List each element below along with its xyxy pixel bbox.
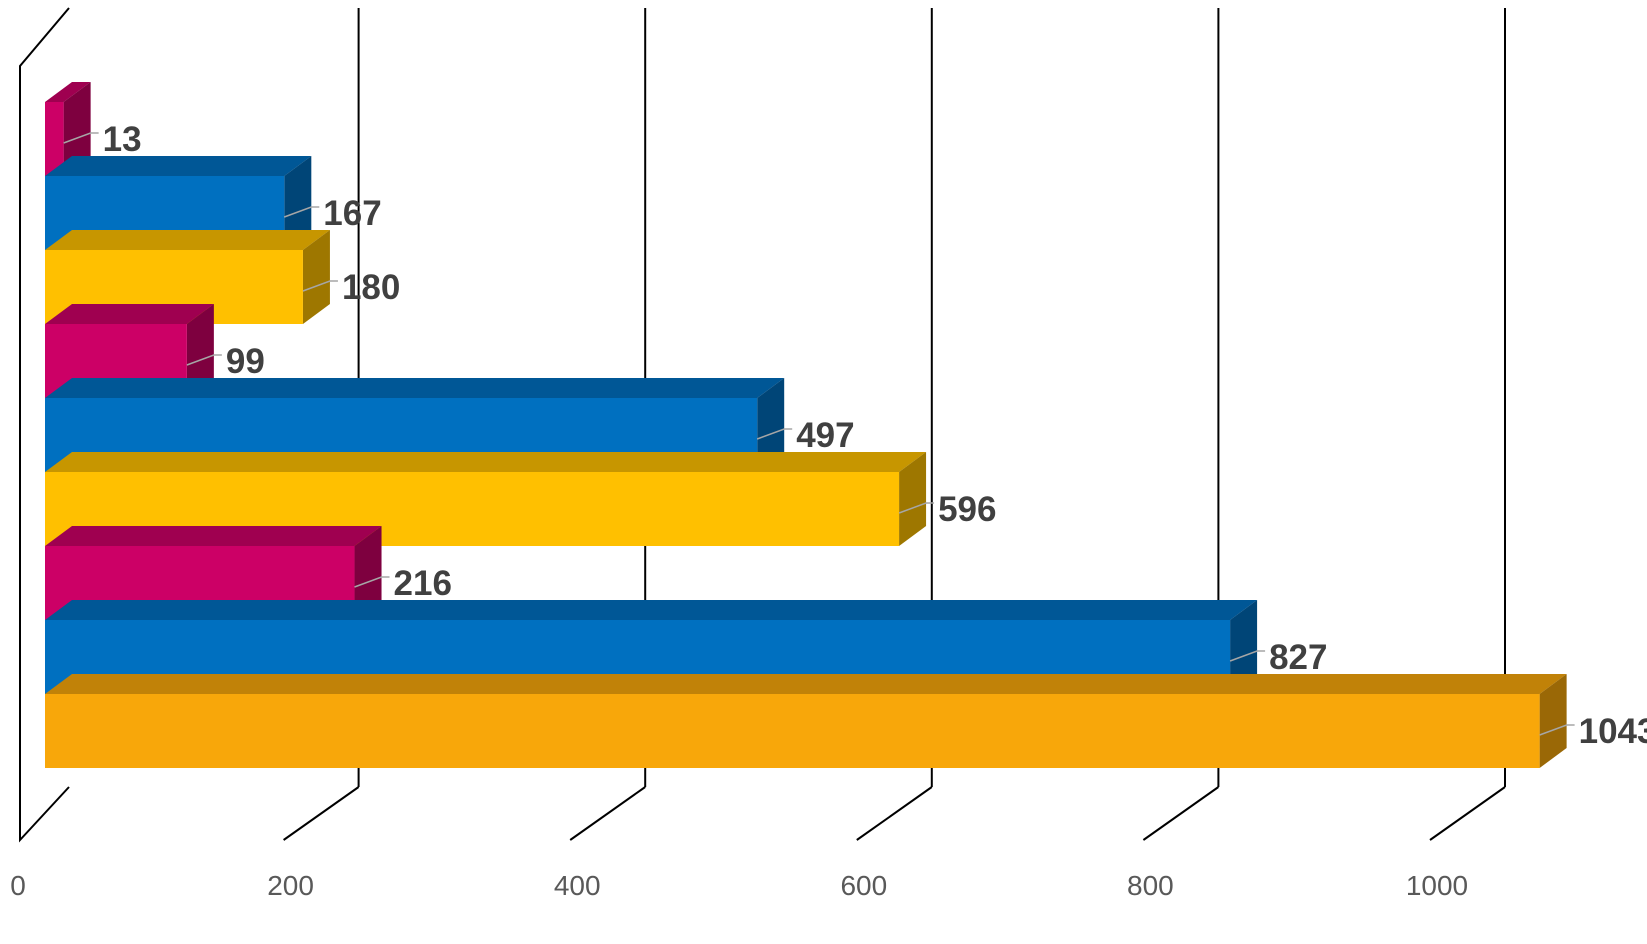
bar-top — [45, 230, 330, 250]
label-leader — [1229, 650, 1266, 662]
data-label: 216 — [394, 564, 452, 603]
data-labels: 13 167 180 99 497 596 216 827 1043 — [103, 120, 1647, 751]
bar — [45, 694, 1540, 768]
label-leaders — [63, 132, 1575, 736]
data-label: 180 — [342, 268, 400, 307]
data-label: 13 — [103, 120, 142, 159]
bar-side — [186, 304, 214, 398]
bar-side — [302, 230, 330, 324]
data-label: 1043 — [1579, 712, 1647, 751]
bar-top — [45, 600, 1258, 620]
bar-side — [899, 452, 927, 546]
bar — [45, 102, 64, 176]
bar-top — [45, 452, 927, 472]
x-tick-label: 0 — [10, 870, 26, 901]
x-axis-tick-labels: 0 200 400 600 800 1000 — [10, 870, 1468, 901]
label-leader — [898, 502, 935, 514]
floor-tick — [283, 786, 360, 841]
bar-top — [45, 674, 1567, 694]
x-tick-label: 400 — [554, 870, 601, 901]
bar-top — [45, 82, 91, 102]
bar-top — [45, 378, 785, 398]
label-leader — [756, 428, 793, 440]
bars — [45, 82, 1567, 768]
data-label: 596 — [938, 490, 996, 529]
data-label: 99 — [226, 342, 265, 381]
bar-top — [45, 156, 312, 176]
label-leader — [302, 280, 338, 292]
axis-floor-ticks — [283, 786, 1506, 841]
data-label: 827 — [1269, 638, 1327, 677]
data-label: 167 — [323, 194, 381, 233]
data-label: 497 — [796, 416, 854, 455]
label-leader — [354, 576, 390, 588]
floor-tick — [856, 786, 933, 841]
bar-side — [284, 156, 312, 250]
floor-tick — [1142, 786, 1219, 841]
bar-side — [1230, 600, 1258, 694]
bar-side — [757, 378, 785, 472]
label-leader — [284, 206, 320, 218]
label-leader — [186, 354, 222, 366]
x-tick-label: 1000 — [1406, 870, 1468, 901]
floor-tick — [569, 786, 646, 841]
x-tick-label: 600 — [840, 870, 887, 901]
label-leader — [63, 132, 99, 144]
bar-side — [63, 82, 91, 176]
x-tick-label: 800 — [1127, 870, 1174, 901]
bar-top — [45, 304, 214, 324]
bar-side — [354, 526, 382, 620]
label-leader — [1539, 724, 1575, 736]
floor-tick — [1429, 786, 1506, 841]
left-wall — [19, 7, 70, 843]
bar-top — [45, 526, 382, 546]
bar-side — [1539, 674, 1567, 768]
x-tick-label: 200 — [267, 870, 314, 901]
